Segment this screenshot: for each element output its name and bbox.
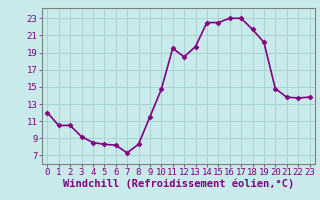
X-axis label: Windchill (Refroidissement éolien,°C): Windchill (Refroidissement éolien,°C) bbox=[63, 179, 294, 189]
